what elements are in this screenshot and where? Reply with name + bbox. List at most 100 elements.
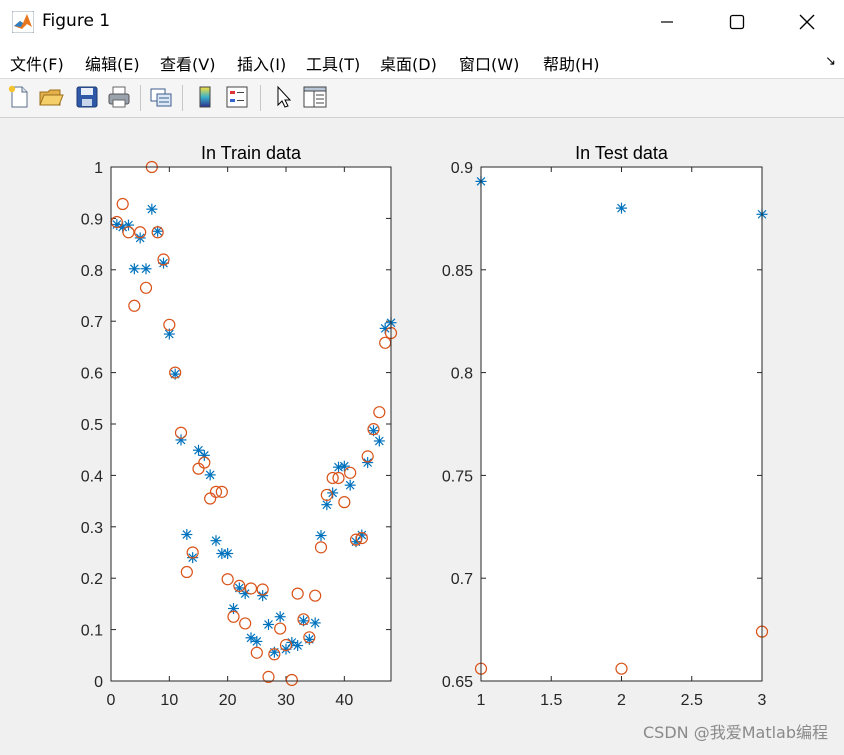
data-point-asterisk xyxy=(338,460,350,472)
data-point-circle xyxy=(157,253,170,266)
data-point-circle xyxy=(128,299,141,312)
data-point-circle xyxy=(285,673,298,687)
y-tick-label: 1 xyxy=(94,160,103,177)
data-point-circle xyxy=(174,426,188,439)
open-file-icon[interactable] xyxy=(38,84,64,110)
data-point-asterisk xyxy=(228,603,239,615)
chart-title: In Train data xyxy=(201,143,302,163)
data-point-asterisk xyxy=(309,617,321,629)
menu-edit[interactable]: 编辑(E) xyxy=(85,55,140,74)
data-point-asterisk xyxy=(222,548,234,560)
y-tick-label: 0.4 xyxy=(81,468,103,485)
data-point-circle xyxy=(227,610,240,623)
data-point-circle xyxy=(349,533,363,546)
y-tick-label: 0.7 xyxy=(81,314,103,331)
data-point-asterisk xyxy=(245,632,257,644)
new-figure-icon[interactable] xyxy=(6,84,32,110)
data-point-circle xyxy=(332,471,345,485)
legend-icon[interactable] xyxy=(224,84,250,110)
menu-file[interactable]: 文件(F) xyxy=(10,55,64,74)
data-point-asterisk xyxy=(315,530,327,542)
dock-arrow-icon[interactable]: ↘ xyxy=(825,54,836,69)
pointer-icon[interactable] xyxy=(270,84,296,110)
toolbar-separator xyxy=(140,85,141,111)
data-point-circle xyxy=(151,226,164,239)
menu-insert[interactable]: 插入(I) xyxy=(237,55,287,74)
x-tick-label: 1 xyxy=(477,692,486,709)
window-title: Figure 1 xyxy=(42,11,111,31)
minimize-button[interactable] xyxy=(632,0,702,44)
data-point-circle xyxy=(303,631,316,644)
data-point-asterisk xyxy=(333,461,344,473)
menu-bar: 文件(F) 编辑(E) 查看(V) 插入(I) 工具(T) 桌面(D) 窗口(W… xyxy=(0,44,844,79)
print-icon[interactable] xyxy=(106,84,132,110)
data-point-circle xyxy=(244,582,258,595)
y-tick-label: 0.3 xyxy=(81,520,103,537)
y-tick-label: 0.7 xyxy=(451,571,473,588)
menu-view[interactable]: 查看(V) xyxy=(160,55,216,74)
maximize-button[interactable] xyxy=(702,0,772,44)
y-tick-label: 0.65 xyxy=(442,674,473,691)
y-tick-label: 0.75 xyxy=(442,468,473,485)
y-tick-label: 0.2 xyxy=(81,571,103,588)
data-point-asterisk xyxy=(327,487,339,499)
data-point-asterisk xyxy=(193,444,204,456)
data-point-asterisk xyxy=(292,640,304,652)
data-point-circle xyxy=(186,546,199,559)
figure-toolbar xyxy=(0,79,844,118)
y-tick-label: 0.1 xyxy=(81,623,103,640)
y-tick-label: 0.8 xyxy=(81,263,103,280)
y-tick-label: 0 xyxy=(94,674,103,691)
y-tick-label: 0.8 xyxy=(451,366,473,383)
link-figure-icon[interactable] xyxy=(148,84,174,110)
y-tick-label: 0.6 xyxy=(81,366,103,383)
y-tick-label: 0.9 xyxy=(451,160,473,177)
colorbar-icon[interactable] xyxy=(192,84,218,110)
data-point-circle xyxy=(180,565,193,579)
menu-tools[interactable]: 工具(T) xyxy=(306,55,361,74)
close-button[interactable] xyxy=(772,0,842,44)
y-tick-label: 0.9 xyxy=(81,211,103,228)
data-point-circle xyxy=(344,466,357,479)
axes-box xyxy=(110,166,392,682)
data-point-circle xyxy=(373,406,386,419)
title-bar: Figure 1 xyxy=(0,0,844,44)
data-point-circle xyxy=(291,587,304,600)
data-point-asterisk xyxy=(210,535,222,547)
axes-box xyxy=(480,166,763,682)
axes-background xyxy=(111,167,391,681)
data-point-asterisk xyxy=(616,202,627,214)
property-editor-icon[interactable] xyxy=(302,84,328,110)
data-point-circle xyxy=(239,617,252,630)
data-point-circle xyxy=(338,496,351,509)
data-point-circle xyxy=(256,583,269,596)
close-icon xyxy=(799,14,815,30)
menu-desktop[interactable]: 桌面(D) xyxy=(380,55,437,74)
data-point-asterisk xyxy=(362,457,374,469)
data-point-circle xyxy=(314,541,328,554)
menu-help[interactable]: 帮助(H) xyxy=(543,55,600,74)
y-tick-label: 0.85 xyxy=(442,263,473,280)
data-point-circle xyxy=(139,281,153,294)
data-point-circle xyxy=(221,573,234,586)
data-point-circle xyxy=(163,318,176,331)
save-icon[interactable] xyxy=(74,84,100,110)
x-tick-label: 2 xyxy=(617,692,626,709)
data-point-asterisk xyxy=(123,219,134,231)
data-point-circle xyxy=(320,488,333,502)
data-point-circle xyxy=(355,532,368,545)
matlab-logo-icon xyxy=(12,11,34,33)
toolbar-separator xyxy=(182,85,183,111)
data-point-circle xyxy=(274,622,287,635)
x-tick-label: 10 xyxy=(160,692,178,709)
data-point-circle xyxy=(361,450,374,463)
data-point-circle xyxy=(326,471,339,485)
data-point-circle xyxy=(367,423,380,436)
x-tick-label: 20 xyxy=(219,692,237,709)
data-point-circle xyxy=(309,589,322,602)
x-tick-label: 1.5 xyxy=(540,692,562,709)
x-tick-label: 40 xyxy=(335,692,353,709)
data-point-circle xyxy=(134,226,147,239)
data-point-asterisk xyxy=(152,225,164,237)
menu-window[interactable]: 窗口(W) xyxy=(459,55,520,74)
